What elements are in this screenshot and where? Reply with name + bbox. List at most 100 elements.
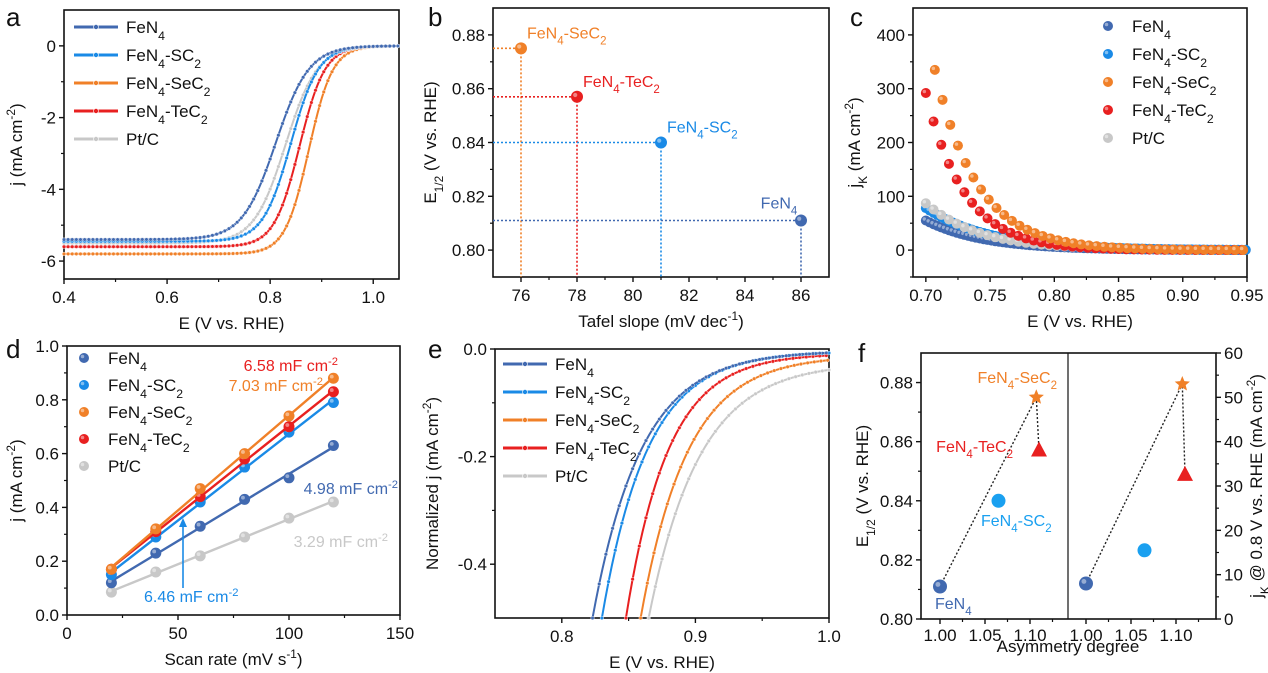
series-FeN4	[590, 350, 829, 621]
data-point	[317, 78, 322, 83]
data-point-highlight	[1000, 211, 1005, 216]
data-point	[132, 244, 137, 249]
y-tick-label: 200	[877, 134, 905, 153]
data-point	[920, 88, 931, 99]
data-point-highlight	[999, 235, 1004, 240]
label-text: @ 0.8 V vs. RHE (mA	[1247, 413, 1266, 586]
data-point	[169, 237, 174, 242]
data-point	[136, 244, 141, 249]
data-point-highlight	[285, 474, 290, 479]
y-tick-label: 0.6	[35, 445, 59, 464]
data-point	[103, 244, 108, 249]
data-point	[194, 550, 206, 562]
data-point	[198, 235, 203, 240]
data-point	[391, 44, 396, 49]
data-point	[231, 243, 236, 248]
label-subscript: 4	[140, 441, 147, 455]
label-subscript: 4	[158, 57, 165, 71]
data-point	[804, 352, 809, 357]
legend-label: Pt/C	[126, 130, 159, 149]
data-point	[327, 396, 339, 408]
data-point	[123, 244, 128, 249]
data-point	[643, 515, 648, 520]
data-point	[737, 361, 742, 366]
x-tick-label: 0.95	[1230, 286, 1263, 305]
data-point	[259, 217, 264, 222]
label-subscript: 2	[1200, 56, 1207, 70]
data-point	[70, 244, 75, 249]
data-point-highlight	[1155, 245, 1159, 250]
data-point	[1153, 244, 1164, 255]
data-point	[338, 47, 343, 52]
data-point	[305, 154, 310, 159]
data-point	[786, 376, 791, 381]
data-point	[797, 352, 802, 357]
data-point	[1176, 244, 1187, 255]
data-point-highlight	[329, 441, 334, 446]
legend-label: FeN4-SC2	[555, 383, 630, 408]
label-text: -SeC	[1014, 370, 1050, 387]
data-point-highlight	[1178, 246, 1182, 250]
data-point-star	[1028, 389, 1044, 404]
label-text: -2	[4, 445, 18, 456]
data-point-highlight	[999, 225, 1004, 230]
x-tick-label: 150	[386, 624, 414, 643]
data-point	[717, 380, 722, 385]
data-point	[86, 244, 91, 249]
data-point-highlight	[797, 216, 802, 221]
trend-line	[1085, 383, 1186, 584]
data-point	[325, 56, 330, 61]
data-point-highlight	[1007, 237, 1011, 241]
label-text: 6.46 mF cm	[144, 589, 228, 606]
data-point-highlight	[1239, 246, 1244, 251]
label-text: cm	[7, 120, 26, 143]
data-point	[305, 89, 310, 94]
data-point	[276, 164, 281, 169]
legend-marker	[522, 389, 528, 395]
series-FeN4-SeC2	[638, 358, 830, 621]
data-point-highlight	[107, 588, 112, 593]
data-point-highlight	[1104, 22, 1109, 27]
data-point	[1137, 243, 1148, 254]
data-point-star	[1174, 376, 1190, 391]
point-label: FeN4-TeC2	[583, 74, 660, 96]
data-point	[666, 410, 671, 415]
data-point	[94, 244, 99, 249]
panel-label: f	[858, 338, 866, 368]
data-point	[235, 235, 240, 240]
label-text: Scan rate (mV	[164, 650, 277, 669]
y-ticks: 0 -2 -4 -6	[41, 37, 64, 271]
data-point-highlight	[922, 217, 927, 221]
data-point	[666, 532, 671, 537]
data-point-highlight	[80, 354, 85, 359]
data-point	[692, 437, 697, 442]
data-point	[198, 239, 203, 244]
data-point	[70, 237, 75, 242]
label-text: -TeC	[1171, 101, 1207, 120]
data-point-highlight	[985, 196, 990, 200]
label-subscript: 2	[731, 130, 737, 142]
data-point	[150, 523, 162, 535]
data-point	[284, 110, 289, 115]
data-point-highlight	[1008, 217, 1013, 222]
data-point	[1060, 236, 1071, 247]
data-point-highlight	[930, 206, 934, 210]
data-point-highlight	[1104, 78, 1109, 83]
data-point	[119, 237, 124, 242]
data-point	[766, 384, 771, 389]
data-point-highlight	[991, 233, 996, 238]
data-point	[268, 226, 273, 231]
point-label: FeN4-SC2	[667, 120, 738, 142]
data-point	[665, 501, 670, 506]
data-point	[1191, 244, 1202, 255]
data-point	[820, 368, 825, 373]
data-point	[78, 237, 83, 242]
data-point	[107, 237, 112, 242]
series-FeN4-SC2	[599, 350, 832, 621]
data-point	[148, 237, 153, 242]
series-line	[624, 354, 827, 619]
data-point	[259, 247, 264, 252]
data-point-highlight	[285, 423, 290, 427]
label-text: -SeC	[1171, 73, 1210, 92]
